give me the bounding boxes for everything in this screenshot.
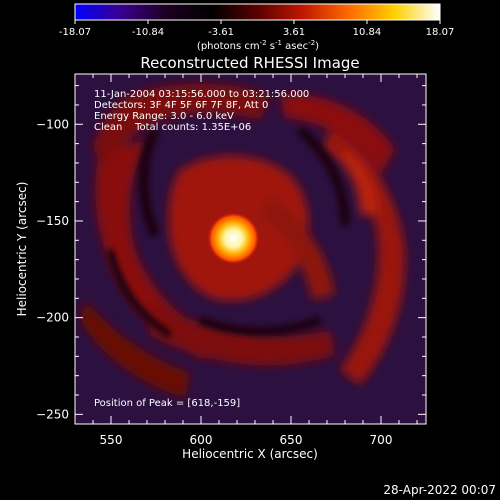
y-tick-label: −200 <box>36 311 69 325</box>
x-tick-label: 550 <box>100 433 123 447</box>
lobe-mid-right-band <box>258 195 335 300</box>
x-tick-label: 600 <box>190 433 213 447</box>
lobe-lower-left <box>80 300 190 398</box>
plot-frame <box>74 73 427 425</box>
dark-lane-2 <box>297 126 350 226</box>
colorbar-tick-label: -10.84 <box>132 27 164 38</box>
colorbar-ticks: -18.07 -10.84 -3.61 3.61 10.84 18.07 <box>59 20 454 38</box>
colorbar: -18.07 -10.84 -3.61 3.61 10.84 18.07 (photons… <box>59 3 454 52</box>
dark-lanes <box>106 126 350 338</box>
lobe-lower-band <box>150 300 335 366</box>
lobe-upper-left <box>92 83 270 165</box>
footer-timestamp: 28-Apr-2022 00:07 <box>383 483 496 497</box>
colorbar-tick-label: -18.07 <box>59 27 91 38</box>
info-block: 11-Jan-2004 03:15:56.000 to 03:21:56.000… <box>94 89 309 133</box>
peak-source <box>207 212 260 265</box>
colorbar-gradient <box>74 3 441 21</box>
info-line-time: 11-Jan-2004 03:15:56.000 to 03:21:56.000 <box>94 89 309 100</box>
lobe-left-arc <box>95 140 215 360</box>
y-tick-label: −150 <box>36 214 69 228</box>
y-axis-label: Heliocentric Y (arcsec) <box>15 182 29 317</box>
y-axis: −100 −150 −200 −250 <box>36 85 426 421</box>
lobe-right-bright <box>338 150 379 215</box>
peak-position-text: Position of Peak = [618,-159] <box>94 398 240 409</box>
dark-lane-1 <box>138 127 160 237</box>
colorbar-tick-label: 3.61 <box>283 27 305 38</box>
dark-lane-3 <box>198 316 322 336</box>
y-tick-label: −250 <box>36 407 69 421</box>
y-tick-label: −100 <box>36 117 69 131</box>
x-axis: 550 600 650 700 <box>74 74 418 447</box>
info-line-clean: Clean Total counts: 1.35E+06 <box>94 122 251 133</box>
x-tick-label: 700 <box>370 433 393 447</box>
lobe-right-arc <box>322 130 406 385</box>
dark-lane-4 <box>106 249 172 338</box>
colorbar-tick-label: 10.84 <box>353 27 382 38</box>
colorbar-unit-label: (photons cm-2 s-1 asec-2) <box>197 39 319 52</box>
chart-title: Reconstructed RHESSI Image <box>140 54 359 72</box>
colorbar-tick-label: 18.07 <box>426 27 455 38</box>
x-tick-label: 650 <box>280 433 303 447</box>
colorbar-tick-label: -3.61 <box>208 27 234 38</box>
info-line-energy: Energy Range: 3.0 - 6.0 keV <box>94 111 234 122</box>
lobe-upper-right <box>280 94 395 175</box>
info-line-detectors: Detectors: 3F 4F 5F 6F 7F 8F, Att 0 <box>94 100 268 111</box>
heatmap-image <box>75 74 426 424</box>
x-axis-label: Heliocentric X (arcsec) <box>182 447 318 461</box>
